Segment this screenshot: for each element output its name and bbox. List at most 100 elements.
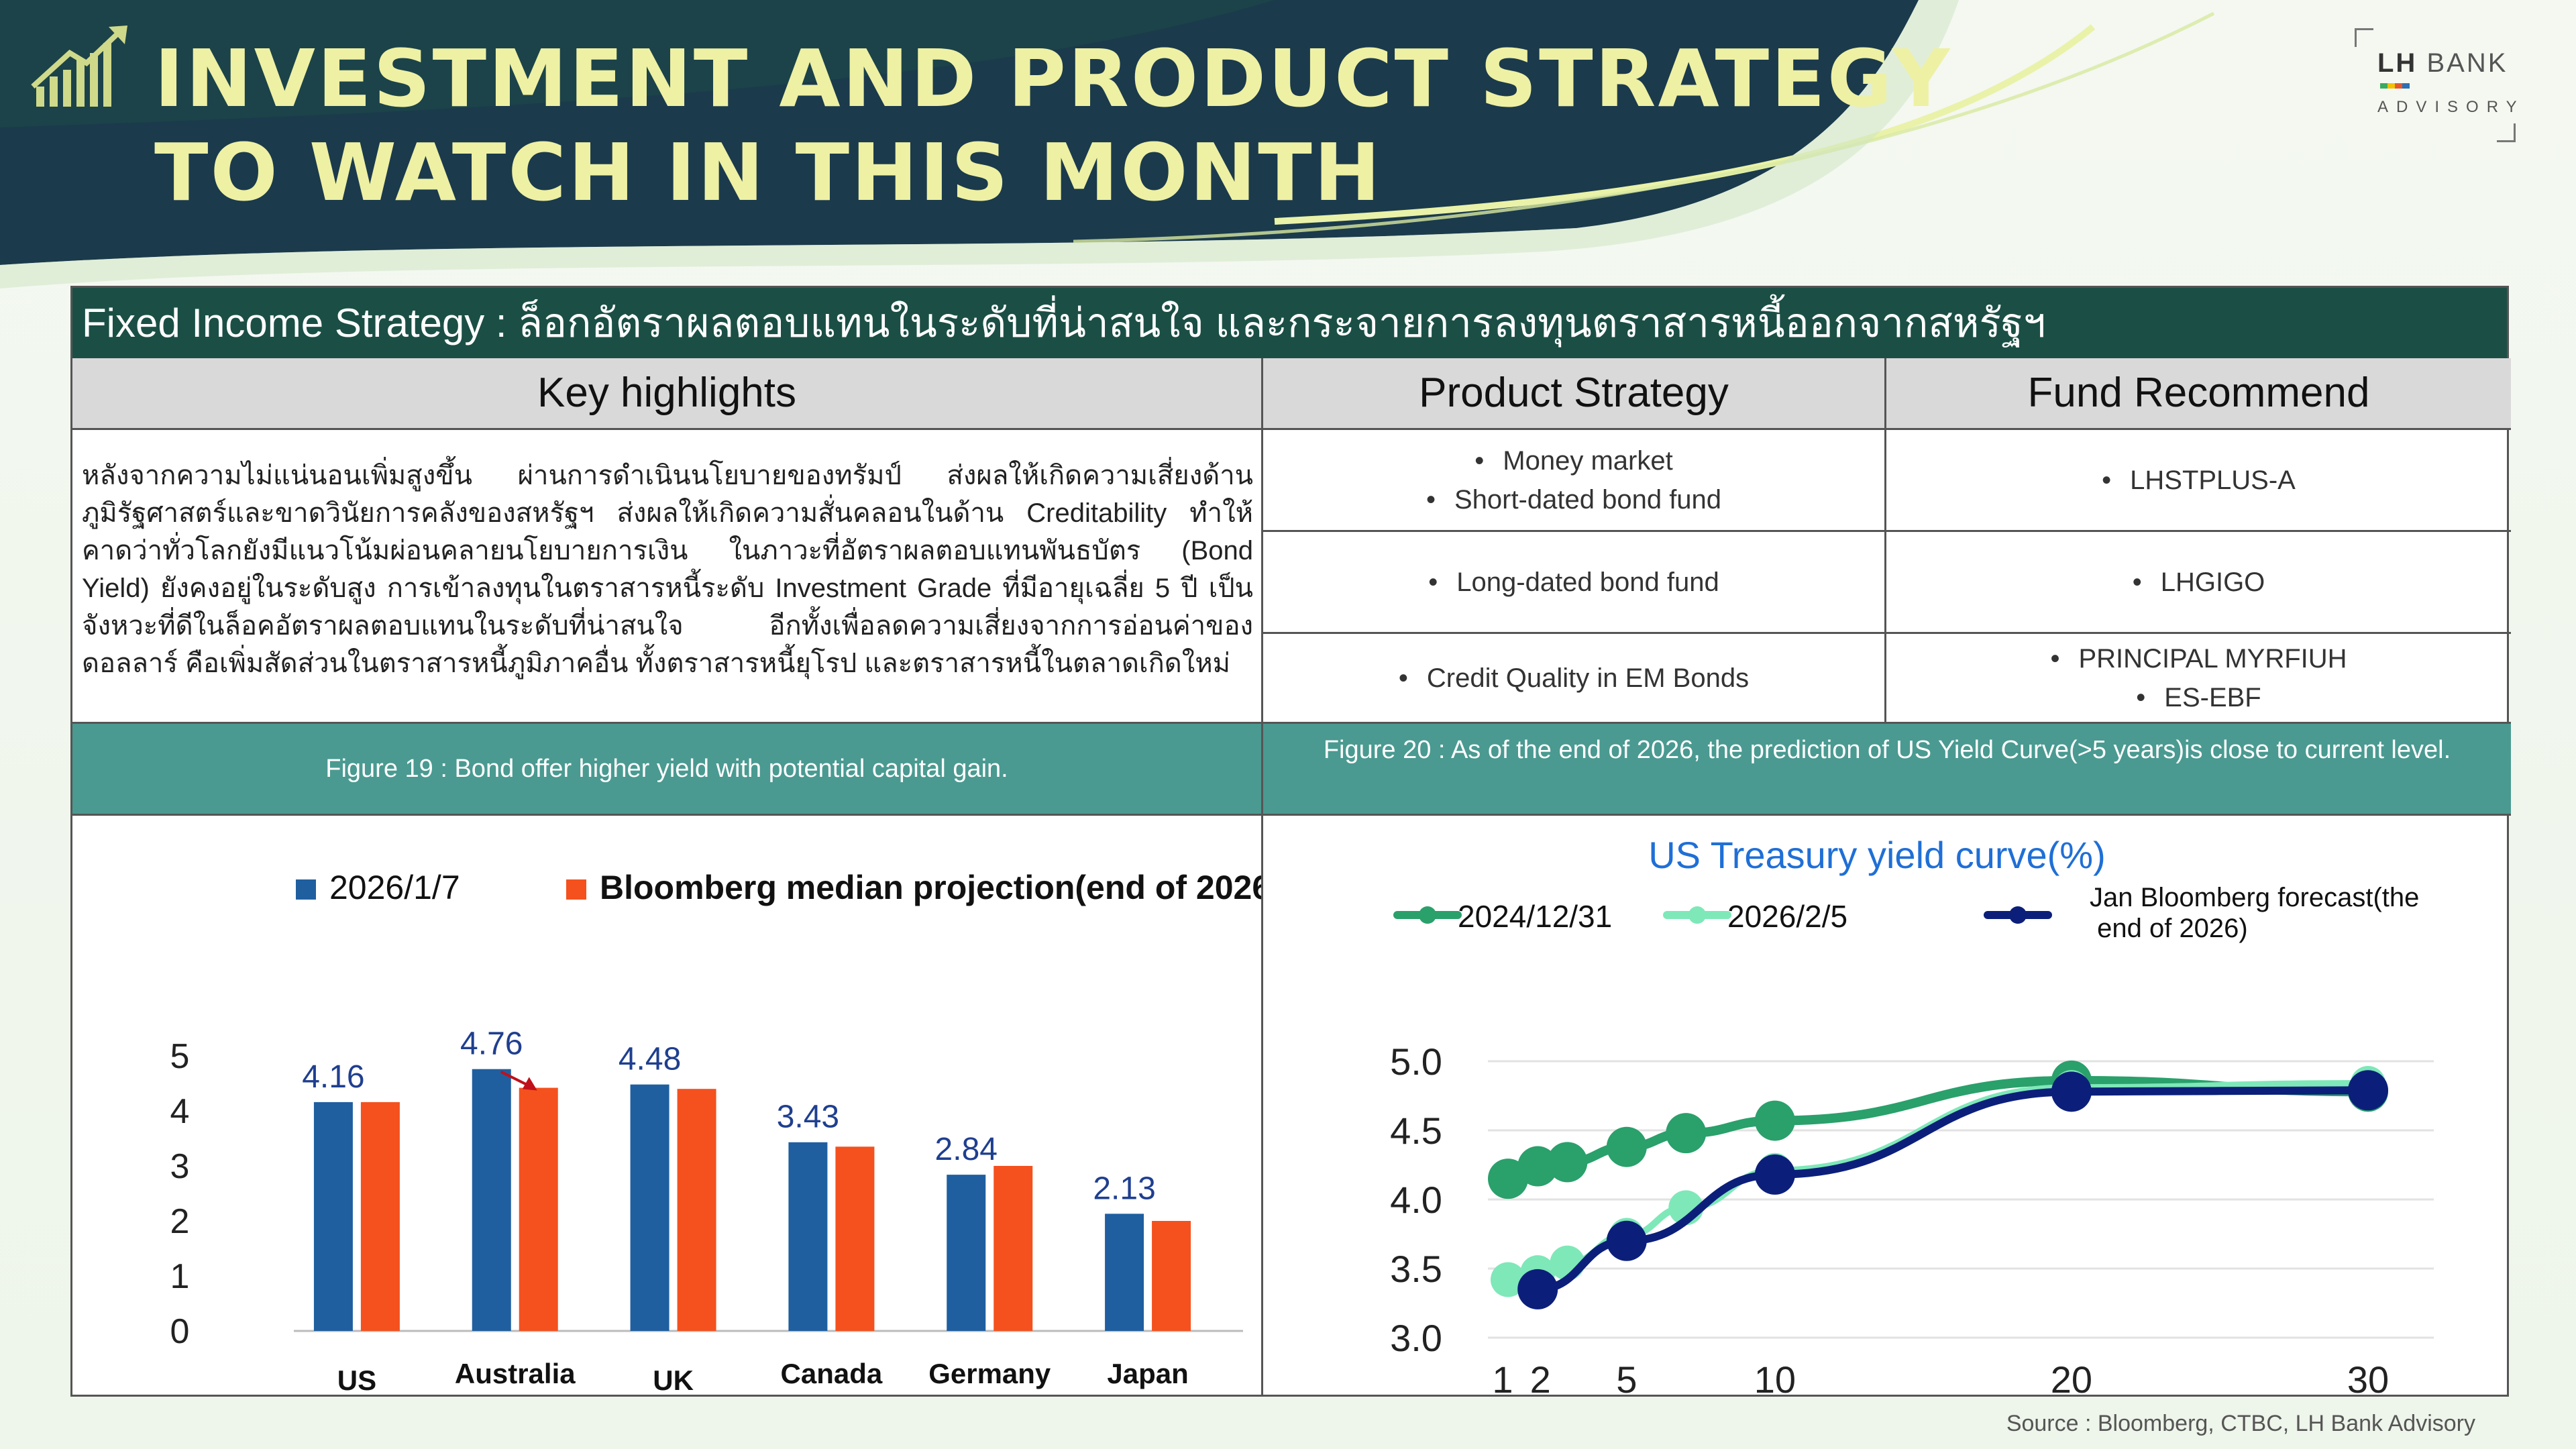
legend-marker [1688, 906, 1706, 924]
product-cell: Money market Short-dated bond fund [1263, 430, 1886, 532]
column-header-fund-recommend: Fund Recommend [1886, 358, 2511, 430]
y-tick-label: 3.5 [1390, 1248, 1442, 1290]
fund-cell: PRINCIPAL MYRFIUH ES-EBF [1886, 634, 2511, 724]
x-tick-label: 20 [2051, 1358, 2092, 1395]
x-tick-label: Canada [781, 1358, 883, 1389]
product-item: Short-dated bond fund [1426, 480, 1721, 519]
brand-subtitle: ADVISORY [2377, 98, 2525, 116]
source-note: Source : Bloomberg, CTBC, LH Bank Adviso… [2006, 1411, 2475, 1436]
y-tick-label: 5.0 [1390, 1040, 1442, 1083]
product-item: Long-dated bond fund [1428, 563, 1719, 602]
legend-swatch [296, 879, 316, 900]
y-tick-label: 4 [170, 1092, 190, 1131]
fund-cell: LHGIGO [1886, 532, 2511, 634]
legend-marker [2009, 906, 2027, 924]
y-tick-label: 4.0 [1390, 1179, 1442, 1221]
y-tick-label: 0 [170, 1312, 190, 1351]
brand-logo: LH BANK ADVISORY [2355, 28, 2517, 142]
brand-color-strip [2380, 83, 2410, 89]
page-title-line-2: TO WATCH IN THIS MONTH [154, 126, 1383, 219]
header-banner [0, 0, 2576, 309]
annotation-arrowhead [522, 1077, 537, 1091]
x-tick-label: Germany [928, 1358, 1051, 1389]
series-line [1537, 1086, 2369, 1293]
bar-projection [994, 1166, 1033, 1331]
legend-label: 2026/2/5 [1727, 899, 1847, 934]
data-label: 4.76 [460, 1026, 523, 1062]
data-point [1517, 1269, 1558, 1309]
x-tick-label: 1 [1492, 1358, 1513, 1395]
figure-19-caption: Figure 19 : Bond offer higher yield with… [72, 724, 1263, 816]
figure-20-caption: Figure 20 : As of the end of 2026, the p… [1263, 724, 2511, 816]
legend-label: 2026/1/7 [329, 869, 460, 906]
bar-current [1105, 1214, 1144, 1331]
chart-title: US Treasury yield curve(%) [1648, 834, 2106, 876]
y-tick-label: 4.5 [1390, 1110, 1442, 1152]
bar-current [472, 1069, 511, 1331]
x-tick-label: 30 [2347, 1358, 2389, 1395]
logo-corner-mark [2355, 28, 2373, 47]
column-header-key-highlights: Key highlights [72, 358, 1263, 430]
strategy-panel: Fixed Income Strategy : ล็อกอัตราผลตอบแท… [70, 286, 2511, 1397]
fund-cell: LHSTPLUS-A [1886, 430, 2511, 532]
key-highlights-text: หลังจากความไม่แน่นอนเพิ่มสูงขึ้น ผ่านการ… [72, 430, 1263, 724]
legend-marker [1419, 906, 1436, 924]
bar-current [947, 1175, 986, 1331]
data-point [1517, 1146, 1558, 1187]
y-tick-label: 2 [170, 1202, 190, 1241]
y-tick-label: 3 [170, 1147, 190, 1186]
data-point [1491, 1262, 1525, 1297]
fund-item: ES-EBF [2136, 678, 2261, 717]
data-point [1606, 1126, 1647, 1167]
data-point [1606, 1220, 1647, 1261]
x-tick-label: Japan [1107, 1358, 1188, 1389]
data-label: 4.16 [302, 1059, 364, 1095]
bar-current [630, 1084, 669, 1331]
data-point [1666, 1113, 1707, 1154]
y-tick-label: 1 [170, 1257, 190, 1296]
brand-name: LH BANK [2377, 48, 2508, 78]
data-point [1547, 1142, 1588, 1183]
bar-projection [360, 1102, 400, 1331]
x-tick-label: 10 [1754, 1358, 1796, 1395]
data-label: 4.48 [619, 1042, 681, 1077]
data-point [1754, 1154, 1795, 1195]
bar-current [313, 1102, 353, 1331]
x-tick-label: 2 [1530, 1358, 1551, 1395]
legend-label: Jan Bloomberg forecast(the end of 2026) [2090, 883, 2419, 943]
column-header-product-strategy: Product Strategy [1263, 358, 1886, 430]
product-item: Credit Quality in EM Bonds [1399, 659, 1749, 698]
data-point [2348, 1070, 2388, 1111]
logo-corner-mark [2497, 123, 2516, 142]
fund-item: LHSTPLUS-A [2102, 461, 2296, 500]
data-label: 3.43 [777, 1099, 839, 1135]
x-tick-label: Australia [455, 1358, 576, 1389]
bond-yield-bar-chart: 2026/1/7 Bloomberg median projection(end … [72, 816, 1263, 1395]
fund-item: PRINCIPAL MYRFIUH [2050, 639, 2347, 678]
bar-current [788, 1142, 828, 1331]
y-tick-label: 3.0 [1390, 1317, 1442, 1359]
x-tick-label: US [337, 1364, 376, 1395]
strategy-title-bar: Fixed Income Strategy : ล็อกอัตราผลตอบแท… [72, 288, 2507, 358]
y-tick-label: 5 [170, 1037, 190, 1076]
product-cell: Long-dated bond fund [1263, 532, 1886, 634]
data-label: 2.84 [935, 1132, 998, 1167]
rising-bar-chart-icon [30, 23, 137, 110]
fund-item: LHGIGO [2133, 563, 2265, 602]
data-point [2051, 1071, 2092, 1112]
legend-label: Bloomberg median projection(end of 2026) [600, 869, 1261, 906]
legend-label: 2024/12/31 [1458, 899, 1612, 934]
legend-swatch [566, 879, 586, 900]
data-point [1754, 1100, 1795, 1141]
data-label: 2.13 [1093, 1171, 1155, 1206]
bar-projection [835, 1146, 875, 1331]
bar-projection [677, 1089, 716, 1331]
bar-projection [1152, 1221, 1191, 1331]
us-treasury-yield-curve-chart: US Treasury yield curve(%) 3.0 3.5 4.0 4.5 5.… [1263, 816, 2511, 1395]
page-title-line-1: INVESTMENT AND PRODUCT STRATEGY [154, 32, 1952, 125]
product-cell: Credit Quality in EM Bonds [1263, 634, 1886, 724]
product-item: Money market [1474, 441, 1672, 480]
x-tick-label: UK [653, 1364, 694, 1395]
x-tick-label: 5 [1616, 1358, 1637, 1395]
bar-projection [519, 1087, 558, 1331]
